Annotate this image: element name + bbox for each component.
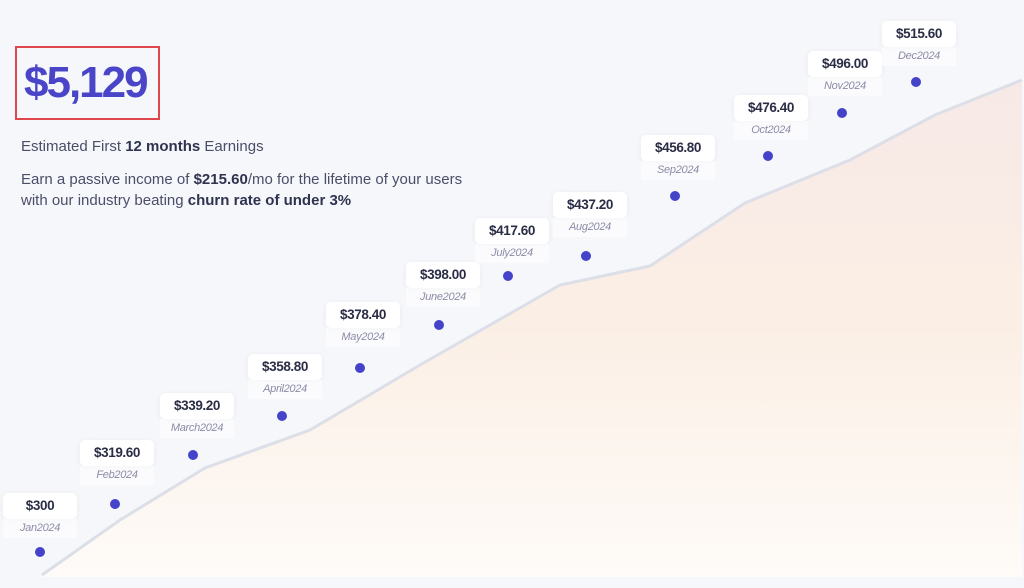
point-label: $319.60 Feb2024: [80, 440, 154, 485]
value-card: $515.60: [882, 21, 956, 47]
value-card: $398.00: [406, 262, 480, 288]
month-label: Dec2024: [882, 47, 956, 66]
value-card: $456.80: [641, 135, 715, 161]
total-earnings: $5,129: [24, 58, 149, 107]
value-card: $496.00: [808, 51, 882, 77]
month-label: April2024: [248, 380, 322, 399]
subtitle-bold: 12 months: [125, 138, 201, 155]
value-card: $358.80: [248, 354, 322, 380]
value-card: $476.40: [734, 95, 808, 121]
data-dot: [670, 191, 680, 201]
data-dot: [581, 251, 591, 261]
value-card: $437.20: [553, 192, 627, 218]
point-label: $358.80 April2024: [248, 354, 322, 399]
data-dot: [503, 271, 513, 281]
desc-text-2: /mo for the lifetime of your users with …: [21, 171, 463, 209]
subtitle-text: Estimated First: [21, 138, 126, 155]
growth-line: [41, 78, 1023, 577]
data-dot: [837, 108, 847, 118]
month-label: Aug2024: [553, 218, 627, 237]
point-label: $456.80 Sep2024: [641, 135, 715, 180]
point-label: $398.00 June2024: [406, 262, 480, 307]
monthly-income: $215.60: [193, 171, 248, 188]
data-dot: [188, 450, 198, 460]
passive-income-description: Earn a passive income of $215.60/mo for …: [21, 169, 491, 211]
data-dot: [277, 411, 287, 421]
point-label: $515.60 Dec2024: [882, 21, 956, 66]
data-dot: [911, 77, 921, 87]
churn-rate: churn rate of under 3%: [187, 192, 352, 209]
value-card: $319.60: [80, 440, 154, 466]
month-label: Jan2024: [3, 519, 77, 538]
point-label: $476.40 Oct2024: [734, 95, 808, 140]
growth-area: [42, 80, 1022, 577]
month-label: March2024: [160, 419, 234, 438]
earnings-subtitle: Estimated First 12 months Earnings: [21, 138, 264, 155]
data-dot: [355, 363, 365, 373]
month-label: June2024: [406, 288, 480, 307]
point-label: $417.60 July2024: [475, 218, 549, 263]
month-label: Feb2024: [80, 466, 154, 485]
value-card: $378.40: [326, 302, 400, 328]
headline-highlight-box: $5,129: [15, 46, 160, 120]
data-dot: [434, 320, 444, 330]
data-dot: [763, 151, 773, 161]
point-label: $378.40 May2024: [326, 302, 400, 347]
desc-text: Earn a passive income of: [21, 171, 194, 188]
data-dot: [110, 499, 120, 509]
month-label: May2024: [326, 328, 400, 347]
value-card: $417.60: [475, 218, 549, 244]
month-label: Oct2024: [734, 121, 808, 140]
point-label: $437.20 Aug2024: [553, 192, 627, 237]
value-card: $300: [3, 493, 77, 519]
value-card: $339.20: [160, 393, 234, 419]
month-label: July2024: [475, 244, 549, 263]
point-label: $300 Jan2024: [3, 493, 77, 538]
point-label: $339.20 March2024: [160, 393, 234, 438]
subtitle-text-end: Earnings: [200, 138, 264, 155]
data-dot: [35, 547, 45, 557]
month-label: Nov2024: [808, 77, 882, 96]
point-label: $496.00 Nov2024: [808, 51, 882, 96]
month-label: Sep2024: [641, 161, 715, 180]
